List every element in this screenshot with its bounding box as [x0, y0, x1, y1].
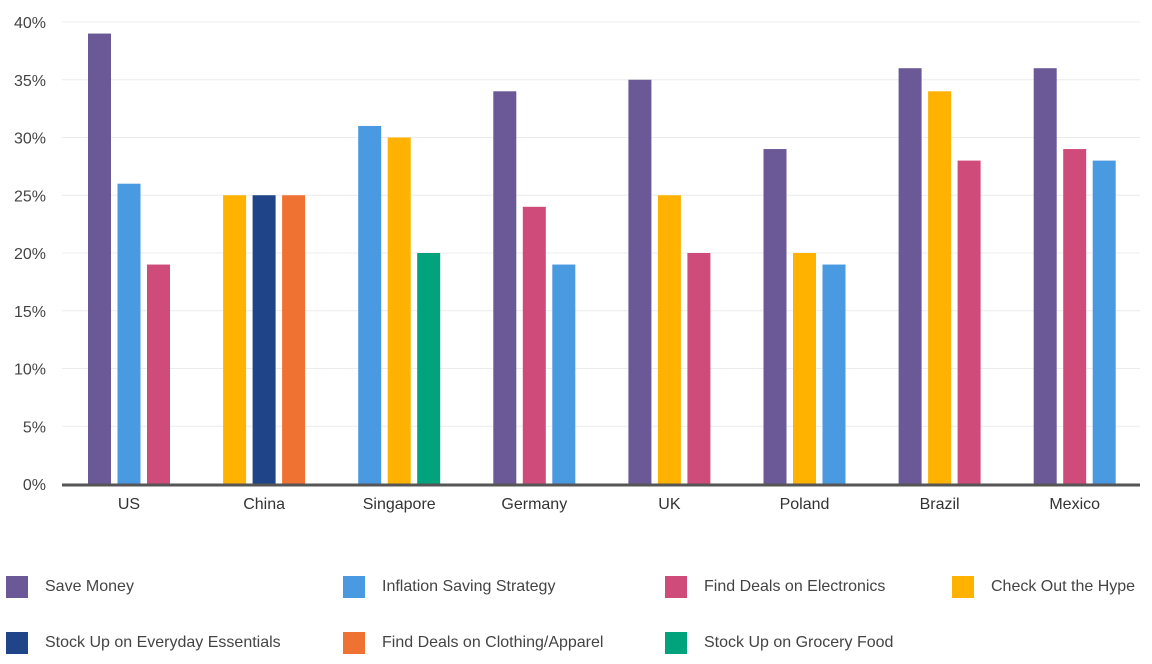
x-tick-label: China: [243, 496, 285, 513]
y-tick-label: 10%: [14, 362, 46, 379]
legend-swatch: [665, 632, 687, 654]
legend-item: Stock Up on Everyday Essentials: [6, 631, 281, 655]
y-tick-label: 0%: [23, 477, 46, 494]
bars: [88, 33, 1116, 485]
bar: [687, 253, 711, 484]
legend-swatch: [343, 576, 365, 598]
legend-label: Find Deals on Electronics: [704, 578, 886, 595]
bar: [1063, 149, 1087, 485]
x-tick-label: Singapore: [363, 496, 436, 513]
bar: [88, 33, 111, 485]
x-tick-label: Mexico: [1049, 496, 1100, 513]
bar: [957, 160, 981, 484]
legend-item: Save Money: [6, 575, 134, 599]
bar: [522, 206, 546, 485]
y-tick-label: 15%: [14, 304, 46, 321]
legend-label: Inflation Saving Strategy: [382, 578, 556, 595]
bar: [793, 253, 816, 484]
legend-item: Inflation Saving Strategy: [343, 575, 555, 599]
bar: [628, 79, 652, 484]
legend-swatch: [665, 576, 687, 598]
y-tick-label: 25%: [14, 188, 46, 205]
bar: [1092, 160, 1116, 484]
legend-item: Stock Up on Grocery Food: [665, 631, 893, 655]
bar: [928, 91, 952, 485]
bar: [1033, 68, 1057, 484]
y-tick-label: 30%: [14, 131, 46, 148]
y-tick-label: 5%: [23, 419, 46, 436]
bar: [252, 195, 276, 484]
x-tick-label: UK: [658, 496, 681, 513]
bar: [223, 195, 247, 484]
legend-label: Find Deals on Clothing/Apparel: [382, 634, 604, 651]
x-tick-label: Brazil: [920, 496, 960, 513]
y-tick-label: 35%: [14, 73, 46, 90]
y-tick-label: 40%: [14, 15, 46, 32]
bar: [282, 195, 306, 484]
bar: [657, 195, 681, 484]
bar: [358, 125, 382, 484]
legend-item: Find Deals on Clothing/Apparel: [343, 631, 603, 655]
legend-label: Stock Up on Everyday Essentials: [45, 634, 281, 651]
legend-label: Check Out the Hype: [991, 578, 1136, 595]
bar: [117, 183, 141, 484]
legend-swatch: [6, 632, 28, 654]
bar: [822, 264, 846, 484]
bar: [898, 68, 922, 484]
bar: [147, 264, 170, 484]
bar: [417, 253, 441, 484]
y-tick-label: 20%: [14, 246, 46, 263]
x-tick-label: Poland: [780, 496, 830, 513]
bar: [552, 264, 576, 484]
bar: [493, 91, 517, 485]
legend-item: Find Deals on Electronics: [665, 575, 885, 599]
y-axis-ticks: 0% 5% 10% 15% 20% 25% 30% 35% 40%: [14, 15, 46, 494]
legend-swatch: [952, 576, 974, 598]
x-tick-label: Germany: [501, 496, 567, 513]
legend-swatch: [6, 576, 28, 598]
bar: [763, 149, 787, 485]
bar: [387, 137, 411, 484]
legend-label: Save Money: [45, 578, 134, 595]
legend-label: Stock Up on Grocery Food: [704, 634, 894, 651]
legend-swatch: [343, 632, 365, 654]
legend-item: Check Out the Hype: [952, 575, 1135, 599]
x-tick-label: US: [118, 496, 140, 513]
x-axis-labels: US China Singapore Germany UK Poland Brazil Mex…: [118, 496, 1100, 513]
